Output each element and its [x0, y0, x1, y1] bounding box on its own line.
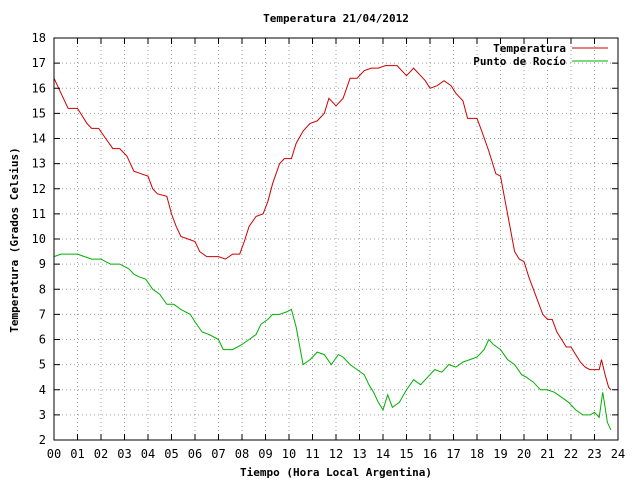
y-tick-label: 2: [39, 433, 46, 447]
x-tick-label: 01: [70, 447, 84, 461]
y-tick-label: 12: [32, 182, 46, 196]
x-tick-label: 04: [141, 447, 155, 461]
series-layer: [53, 65, 612, 431]
grid: [54, 38, 618, 440]
y-tick-label: 17: [32, 56, 46, 70]
x-tick-label: 09: [258, 447, 272, 461]
legend: Temperatura Punto de Rocío: [473, 42, 608, 68]
x-tick-label: 24: [611, 447, 625, 461]
x-tick-label: 20: [517, 447, 531, 461]
y-tick-label: 13: [32, 157, 46, 171]
y-tick-label: 8: [39, 282, 46, 296]
y-tick-label: 3: [39, 408, 46, 422]
y-tick-label: 16: [32, 81, 46, 95]
x-tick-label: 22: [564, 447, 578, 461]
x-axis-label: Tiempo (Hora Local Argentina): [240, 466, 432, 479]
legend-label-temperatura: Temperatura: [493, 42, 566, 55]
x-tick-label: 08: [235, 447, 249, 461]
x-tick-label: 16: [423, 447, 437, 461]
y-tick-label: 5: [39, 358, 46, 372]
legend-label-punto-de-rocio: Punto de Rocío: [473, 55, 566, 68]
x-tick-label: 12: [329, 447, 343, 461]
x-tick-label: 13: [352, 447, 366, 461]
y-axis-label: Temperatura (Grados Celsius): [8, 147, 21, 332]
x-tick-label: 23: [587, 447, 601, 461]
x-tick-label: 11: [305, 447, 319, 461]
x-tick-label: 15: [399, 447, 413, 461]
ticks: [53, 37, 619, 441]
y-tick-label: 18: [32, 31, 46, 45]
x-tick-label: 07: [211, 447, 225, 461]
y-tick-label: 11: [32, 207, 46, 221]
y-tick-label: 10: [32, 232, 46, 246]
temperatura-series-line: [53, 65, 612, 391]
x-tick-label: 17: [446, 447, 460, 461]
punto-de-rocio-series-line: [53, 253, 612, 431]
x-tick-label: 19: [493, 447, 507, 461]
x-tick-label: 02: [94, 447, 108, 461]
x-tick-label: 18: [470, 447, 484, 461]
y-tick-label: 4: [39, 383, 46, 397]
x-tick-label: 14: [376, 447, 390, 461]
x-tick-label: 00: [47, 447, 61, 461]
x-tick-labels: 00 01 02 03 04 05 06 07 08 09 10 11 12 13 14 15 16 17 18 19…: [47, 447, 625, 461]
y-tick-label: 9: [39, 257, 46, 271]
x-tick-label: 10: [282, 447, 296, 461]
y-tick-label: 14: [32, 132, 46, 146]
y-tick-label: 6: [39, 333, 46, 347]
x-tick-label: 03: [117, 447, 131, 461]
y-tick-label: 7: [39, 307, 46, 321]
x-tick-label: 21: [540, 447, 554, 461]
x-tick-label: 05: [164, 447, 178, 461]
x-tick-label: 06: [188, 447, 202, 461]
chart-title: Temperatura 21/04/2012: [263, 12, 409, 25]
y-tick-labels: 2 3 4 5 6 7 8 9 10 11 12 13 14 15 16 17 18: [32, 31, 46, 447]
y-tick-label: 15: [32, 106, 46, 120]
